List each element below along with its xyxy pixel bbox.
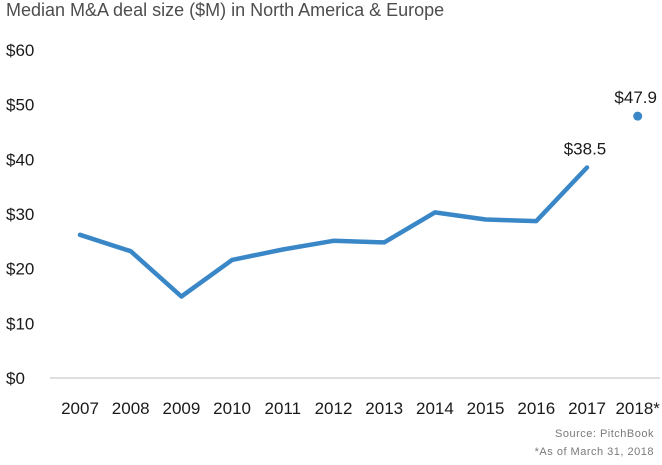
x-tick-label: 2014 [416, 399, 454, 418]
y-tick-label: $20 [6, 260, 34, 279]
x-tick-label: 2013 [365, 399, 403, 418]
data-labels: $38.5 $47.9 [564, 88, 657, 158]
chart-title: Median M&A deal size ($M) in North Ameri… [6, 0, 445, 20]
x-tick-label: 2018* [615, 399, 660, 418]
y-tick-label: $30 [6, 205, 34, 224]
x-tick-label: 2009 [162, 399, 200, 418]
source-note: Source: PitchBook [555, 428, 654, 440]
series-line-median-deal-size [77, 165, 590, 299]
x-tick-label: 2012 [315, 399, 353, 418]
plot-area [77, 111, 643, 299]
x-axis: 2007 2008 2009 2010 2011 2012 2013 2014 2015 2016… [50, 377, 660, 418]
as-of-note: *As of March 31, 2018 [534, 446, 654, 458]
y-tick-label: $10 [6, 314, 34, 333]
y-tick-label: $40 [6, 150, 34, 169]
y-tick-label: $50 [6, 96, 34, 115]
x-tick-label: 2008 [112, 399, 150, 418]
x-tick-label: 2016 [517, 399, 555, 418]
x-tick-label: 2017 [568, 399, 606, 418]
data-label: $47.9 [614, 88, 657, 107]
data-label: $38.5 [564, 140, 607, 159]
y-axis: $0 $10 $20 $30 $40 $50 $60 [6, 41, 34, 388]
y-tick-label: $0 [6, 369, 25, 388]
x-tick-label: 2010 [213, 399, 251, 418]
y-tick-label: $60 [6, 41, 34, 60]
x-tick-label: 2015 [467, 399, 505, 418]
data-point-2018 [633, 111, 643, 121]
x-tick-label: 2011 [265, 399, 302, 418]
x-tick-label: 2007 [61, 399, 99, 418]
